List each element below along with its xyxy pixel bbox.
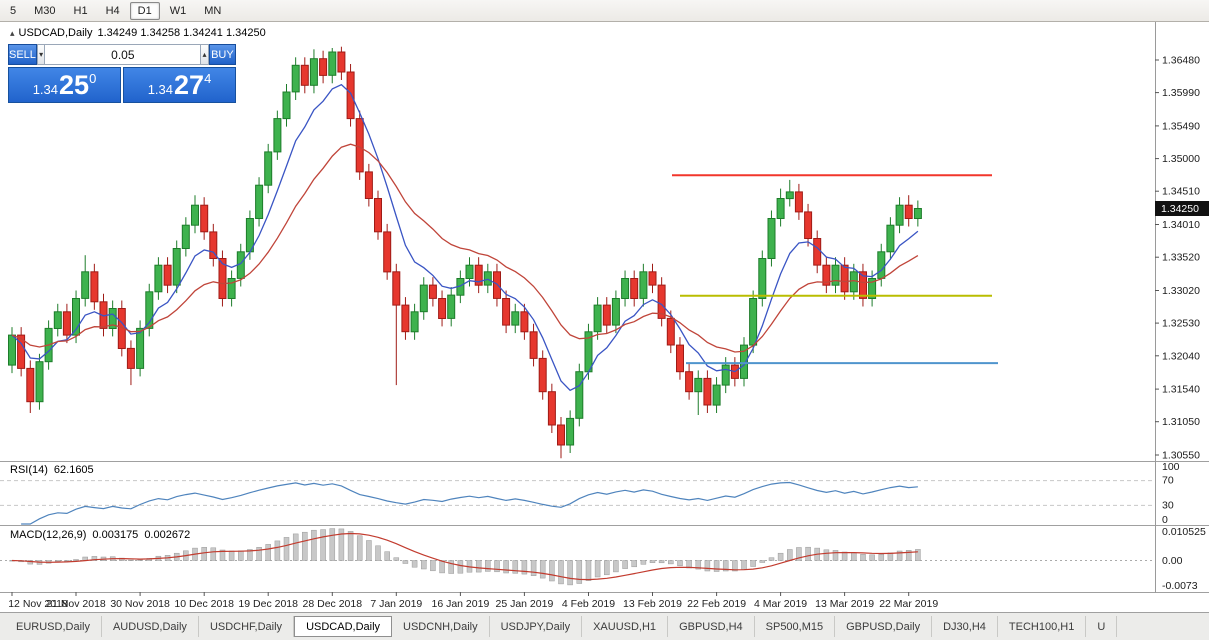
chart-tab-usdcad-daily[interactable]: USDCAD,Daily	[294, 616, 393, 637]
date-axis-label: 16 Jan 2019	[431, 598, 489, 610]
buy-price-prefix: 1.34	[147, 82, 174, 97]
price-axis-label: 1.35990	[1162, 87, 1200, 99]
chart-tab-audusd-daily[interactable]: AUDUSD,Daily	[102, 616, 199, 637]
chart-tabs-bar: EURUSD,Daily AUDUSD,Daily USDCHF,Daily USDC…	[0, 612, 1209, 640]
chart-tab-gbpusd-daily[interactable]: GBPUSD,Daily	[835, 616, 933, 637]
macd-signal-value: 0.002672	[144, 529, 191, 541]
chart-tab-gbpusd-h4[interactable]: GBPUSD,H4	[668, 616, 755, 637]
chart-info-label: ▴ USDCAD,Daily 1.34249 1.34258 1.34241 1…	[10, 27, 266, 39]
price-axis-label: 1.30550	[1162, 450, 1200, 462]
ma-fast-line	[11, 83, 919, 392]
price-axis-label: 1.33020	[1162, 285, 1200, 297]
sell-price-point: 0	[89, 71, 97, 86]
current-price-tag-label: 1.34250	[1161, 203, 1199, 215]
timeframe-button-m30[interactable]: M30	[34, 4, 56, 17]
chart-tab-sp500-m15[interactable]: SP500,M15	[755, 616, 836, 637]
sell-price-display[interactable]: 1.34 25 0	[8, 67, 121, 103]
price-axis-label: 1.35000	[1162, 153, 1200, 165]
rsi-axis-label: 30	[1162, 499, 1174, 511]
rsi-line	[21, 481, 918, 525]
chart-tab-usdcnh-daily[interactable]: USDCNH,Daily	[392, 616, 490, 637]
date-axis-label: 28 Dec 2018	[303, 598, 363, 610]
price-axis-label: 1.34010	[1162, 219, 1200, 231]
macd-value: 0.003175	[92, 529, 139, 541]
sell-price-pips: 25	[59, 70, 90, 100]
date-axis-label: 12 Nov 2018	[8, 598, 68, 610]
timeframe-button-h4[interactable]: H4	[105, 4, 120, 17]
sell-price-prefix: 1.34	[32, 82, 59, 97]
buy-price-pips: 27	[174, 70, 205, 100]
macd-indicator-label: MACD(12,26,9) 0.003175 0.002672	[10, 529, 190, 541]
date-axis-label: 10 Dec 2018	[174, 598, 234, 610]
chart-tab-usdjpy-daily[interactable]: USDJPY,Daily	[490, 616, 583, 637]
rsi-axis-label: 100	[1162, 461, 1180, 473]
timeframe-button-5[interactable]: 5	[10, 4, 17, 17]
macd-signal-line	[11, 532, 918, 581]
date-axis-label: 13 Mar 2019	[815, 598, 874, 610]
chart-symbol: USDCAD,Daily	[18, 27, 93, 39]
date-axis-label: 19 Dec 2018	[238, 598, 298, 610]
price-axis-label: 1.33520	[1162, 252, 1200, 264]
price-axis-label: 1.35490	[1162, 120, 1200, 132]
rsi-axis-label: 0	[1162, 514, 1168, 526]
date-axis-label: 7 Jan 2019	[370, 598, 422, 610]
chart-tab-eurusd-daily[interactable]: EURUSD,Daily	[5, 616, 102, 637]
price-axis-label: 1.32040	[1162, 350, 1200, 362]
timeframe-button-w1[interactable]: W1	[169, 4, 187, 17]
date-axis-label: 30 Nov 2018	[110, 598, 170, 610]
collapse-panel-icon[interactable]: ▴	[10, 27, 15, 38]
timeframe-toolbar: 5 M30 H1 H4 D1 W1 MN	[0, 0, 1209, 22]
chart-tab-usdchf-daily[interactable]: USDCHF,Daily	[199, 616, 295, 637]
chart-tab-dj30-h4[interactable]: DJ30,H4	[932, 616, 998, 637]
chart-ohlc-values: 1.34249 1.34258 1.34241 1.34250	[97, 27, 266, 39]
chart-tab-xauusd-h1[interactable]: XAUUSD,H1	[582, 616, 669, 637]
date-axis-label: 21 Nov 2018	[46, 598, 106, 610]
price-axis-label: 1.36480	[1162, 55, 1200, 67]
price-axis-label: 1.31050	[1162, 416, 1200, 428]
trade-controls-row: SELL ▾ ▴ BUY	[8, 44, 236, 65]
rsi-indicator-label: RSI(14) 62.1605	[10, 464, 94, 476]
rsi-axis-label: 70	[1162, 475, 1174, 487]
chart-tab-tech100-h1[interactable]: TECH100,H1	[998, 616, 1087, 637]
one-click-trading-panel: SELL ▾ ▴ BUY 1.34 25 0 1.34 27 4	[8, 44, 236, 103]
macd-axis-label: -0.0073	[1162, 580, 1198, 592]
candles	[8, 46, 922, 459]
price-axis-label: 1.32530	[1162, 318, 1200, 330]
chart-tab-u[interactable]: U	[1086, 616, 1118, 637]
price-axis-label: 1.34510	[1162, 186, 1200, 198]
macd-name: MACD(12,26,9)	[10, 529, 87, 541]
rsi-name: RSI(14)	[10, 464, 48, 476]
timeframe-button-d1[interactable]: D1	[129, 1, 160, 20]
date-axis-label: 25 Jan 2019	[495, 598, 553, 610]
price-axis-label: 1.31540	[1162, 384, 1200, 396]
buy-price-display[interactable]: 1.34 27 4	[123, 67, 236, 103]
macd-axis-label: 0.00	[1162, 555, 1183, 567]
price-chart[interactable]: 1.364801.359901.354901.350001.345101.340…	[0, 22, 1209, 612]
current-price-tag	[1155, 201, 1209, 216]
date-axis-label: 4 Mar 2019	[754, 598, 807, 610]
timeframe-button-h1[interactable]: H1	[73, 4, 88, 17]
trade-prices-row: 1.34 25 0 1.34 27 4	[8, 67, 236, 103]
rsi-value: 62.1605	[53, 464, 94, 476]
lot-increase-icon[interactable]: ▴	[200, 44, 209, 65]
buy-price-point: 4	[204, 71, 212, 86]
date-axis-label: 4 Feb 2019	[562, 598, 615, 610]
date-axis-label: 22 Feb 2019	[687, 598, 746, 610]
lot-size-input[interactable]	[45, 44, 201, 65]
ma-slow-line	[11, 143, 919, 353]
date-axis-label: 22 Mar 2019	[879, 598, 938, 610]
trade-options-dropdown-icon[interactable]: ▾	[36, 44, 46, 65]
date-axis-label: 13 Feb 2019	[623, 598, 682, 610]
buy-button[interactable]: BUY	[208, 44, 236, 65]
timeframe-button-mn[interactable]: MN	[204, 4, 222, 17]
macd-axis-label: 0.010525	[1162, 526, 1206, 538]
sell-button[interactable]: SELL	[8, 44, 37, 65]
